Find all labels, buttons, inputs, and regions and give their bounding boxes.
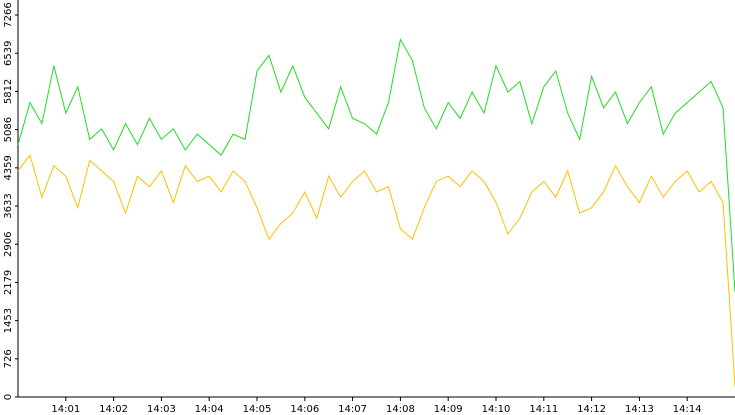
y-tick-label: 1453 [3,308,14,333]
series-line [17,154,735,387]
x-tick-label: 14:02 [99,404,128,415]
x-tick-label: 14:12 [577,404,606,415]
y-tick-label: 726 [3,349,14,368]
x-tick-label: 14:09 [434,404,463,415]
series-line [17,38,735,292]
x-tick-label: 14:04 [195,404,224,415]
x-tick-label: 14:07 [338,404,367,415]
x-tick-label: 14:13 [625,404,654,415]
x-tick-label: 14:05 [243,404,272,415]
y-tick-label: 3633 [3,193,14,218]
x-tick-label: 14:06 [290,404,319,415]
y-tick-label: 4359 [3,155,14,180]
y-tick-label: 7266 [3,2,14,27]
y-tick-label: 0 [3,394,14,400]
y-tick-label: 2179 [3,270,14,295]
x-tick-label: 14:14 [673,404,702,415]
x-tick-label: 14:10 [482,404,511,415]
x-tick-label: 14:01 [51,404,80,415]
x-tick-label: 14:11 [529,404,558,415]
x-tick-label: 14:08 [386,404,415,415]
y-tick-label: 5812 [3,79,14,104]
y-tick-label: 6539 [3,40,14,65]
y-tick-label: 2906 [3,231,14,256]
y-tick-label: 5086 [3,117,14,142]
x-tick-label: 14:03 [147,404,176,415]
